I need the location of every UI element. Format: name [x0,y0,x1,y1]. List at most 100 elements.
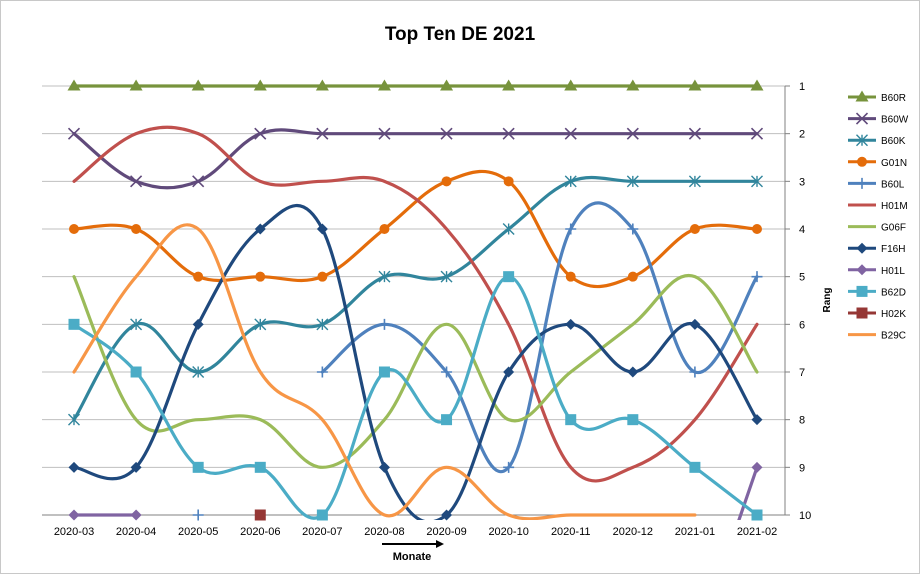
marker-B62D [565,414,577,426]
marker-F16H [316,223,328,235]
marker-B60K [130,318,143,331]
marker-G01N [255,271,266,282]
legend-label-B60L: B60L [881,179,905,190]
marker-G01N [317,271,328,282]
marker-B62D [192,461,204,473]
marker-B60L [441,366,453,378]
marker-B62D [689,461,701,473]
x-tick-label: 2020-03 [54,526,94,538]
series-line-B60W [72,128,759,190]
legend-marker-F16H [856,242,868,254]
marker-B60L [627,223,639,235]
y-axis-label: Rang [822,288,833,313]
series-line-H01M [72,125,759,483]
marker-F16H [130,461,142,473]
marker-B60R [191,79,205,91]
marker-B60W [626,127,639,140]
marker-G01N [131,224,142,234]
x-tick-label: 2020-12 [613,526,653,538]
marker-B62D [503,271,515,283]
y-tick-label: 2 [799,129,805,141]
y-tick-label: 6 [799,319,805,331]
x-axis-arrow-head [436,540,444,548]
marker-B60K [192,366,205,378]
marker-G01N [441,176,452,187]
marker-B60R [315,79,329,91]
series-line-H01L [737,465,759,520]
marker-G01N [69,224,79,234]
marker-F16H [68,461,80,473]
marker-B60R [750,79,764,91]
marker-B60K [751,175,763,188]
marker-B62D [254,461,266,473]
marker-G01N [565,271,576,282]
marker-H02K [254,509,266,521]
marker-G01N [193,271,204,282]
legend-marker-H02K [856,307,868,319]
marker-B60L [689,366,701,378]
marker-G01N [627,271,638,282]
marker-B60K [68,413,80,426]
y-tick-label: 3 [799,176,805,188]
legend-label-B60R: B60R [881,93,906,104]
marker-B60R [377,79,391,91]
x-tick-label: 2020-09 [426,526,466,538]
marker-B60L [192,509,204,521]
marker-B60R [67,79,81,91]
legend-marker-B62D [856,285,868,297]
marker-B60L [378,318,390,330]
x-tick-label: 2020-07 [302,526,342,538]
x-tick-label: 2020-08 [364,526,404,538]
series-line-B29C [72,223,697,520]
series-line-B62D [72,275,759,520]
legend-label-H01L: H01L [881,266,905,277]
y-tick-label: 9 [799,462,805,474]
marker-B60R [626,79,640,91]
y-tick-label: 8 [799,415,805,427]
series-line-G06F [72,273,759,469]
y-tick-label: 5 [799,272,805,284]
legend-label-H01M: H01M [881,201,908,212]
marker-B60W [564,127,577,140]
marker-B60K [316,318,329,331]
marker-H01L [751,461,763,473]
marker-G01N [503,176,514,187]
marker-B60K [378,270,391,283]
chart-title: Top Ten DE 2021 [384,24,536,45]
legend-label-F16H: F16H [881,244,905,255]
marker-B60R [502,79,516,91]
marker-G01N [752,224,762,234]
marker-F16H [627,366,639,378]
axes: 1 2 3 4 5 6 7 8 9 10 2020-03 2020-04 2020-05 2020-06 2… [42,81,833,563]
series-line-B60K [72,175,759,422]
legend-marker-B60K [856,134,868,147]
marker-B60W [67,127,81,140]
legend: B60R B60W B60K G01N B60L H01M G06F F16H H01L B62D… [848,90,909,342]
marker-B60W [130,175,143,188]
marker-F16H [254,223,266,235]
legend-label-B62D: B62D [881,287,906,298]
marker-B60W [440,127,453,140]
marker-F16H [192,318,204,330]
marker-B60L [503,461,515,473]
y-tick-label: 1 [799,81,805,93]
marker-B60K [688,175,701,188]
marker-B60R [688,79,702,91]
x-tick-label: 2020-10 [488,526,528,538]
marker-B60R [253,79,267,91]
legend-label-G01N: G01N [881,158,907,169]
marker-B62D [378,366,390,378]
marker-B60L [751,271,763,283]
marker-B60W [192,175,205,188]
marker-H01L [68,509,80,521]
series-layer [72,84,759,520]
series-line-B60L [320,201,759,473]
x-tick-label: 2021-02 [737,526,777,538]
marker-B62D [316,509,328,521]
y-tick-label: 10 [799,510,811,522]
marker-G01N [379,224,390,234]
x-tick-label: 2020-11 [551,526,591,538]
legend-marker-B60R [855,90,869,102]
marker-F16H [751,414,763,426]
